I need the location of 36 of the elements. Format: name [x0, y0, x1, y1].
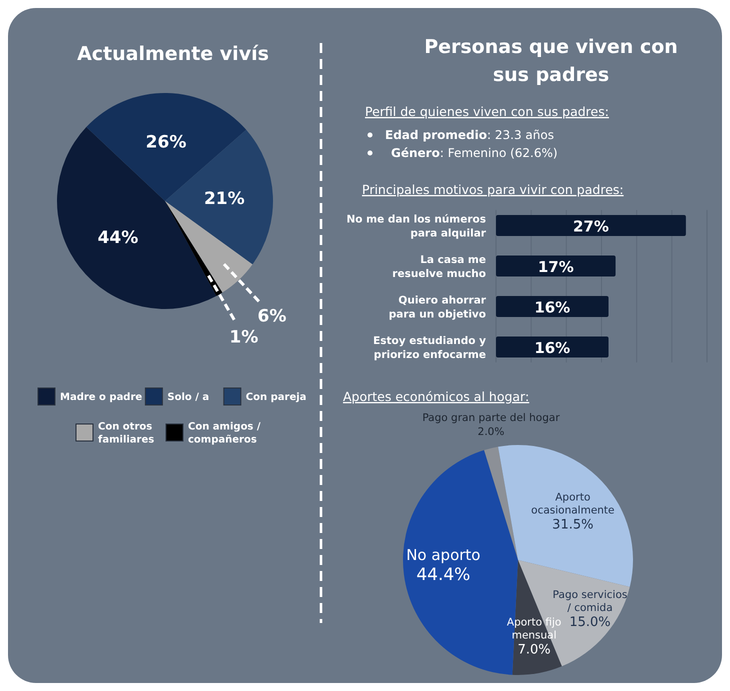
data-label: 1%: [229, 327, 258, 348]
slice-label: No aporto: [406, 546, 480, 564]
legend-label: Con otros familiares: [98, 422, 154, 446]
text: Género: Femenino (62.6%): [391, 146, 558, 160]
data-label: 15.0%: [569, 614, 611, 630]
legend-label: Con amigos / compañeros: [188, 422, 261, 446]
chart-title: Aportes económicos al hogar:: [343, 389, 530, 404]
y-tick-label: No me dan los números para alquilar: [346, 214, 487, 240]
pie-slice: [484, 446, 518, 560]
pie-slice: [498, 445, 633, 587]
data-label: 26%: [146, 132, 186, 153]
chart-title: Principales motivos para vivir con padres:: [362, 182, 624, 197]
data-label: 7.0%: [518, 642, 551, 658]
data-label: 16%: [534, 298, 570, 316]
text: Edad promedio: 23.3 años: [385, 128, 554, 142]
y-tick-label: La casa me resuelve mucho: [392, 254, 486, 280]
slice-label: Aporto ocasionalmente: [531, 492, 615, 517]
data-label: 6%: [258, 306, 286, 326]
data-label: 17%: [538, 258, 574, 276]
chart-title: Actualmente vivís: [77, 43, 269, 65]
data-label: 2.0%: [478, 426, 504, 438]
slice-label: Pago gran parte del hogar: [422, 412, 560, 424]
data-label: 44.4%: [416, 564, 470, 585]
y-tick-label: Estoy estudiando y priorizo enfocarme: [373, 335, 486, 361]
slice-label: Pago servicios / comida: [552, 588, 628, 614]
data-label: 21%: [204, 189, 245, 210]
y-tick-label: Quiero ahorrar para un objetivo: [388, 294, 487, 320]
text: Perfil de quienes viven con sus padres:: [365, 104, 609, 119]
data-label: 16%: [534, 339, 570, 357]
legend-label: Solo / a: [167, 392, 210, 403]
legend-label: Con pareja: [246, 392, 306, 403]
data-label: 44%: [98, 228, 138, 248]
legend-label: Madre o padre: [60, 392, 142, 403]
text: Personas que viven con sus padres: [424, 36, 678, 86]
data-label: 31.5%: [552, 518, 594, 533]
data-label: 27%: [572, 218, 609, 236]
